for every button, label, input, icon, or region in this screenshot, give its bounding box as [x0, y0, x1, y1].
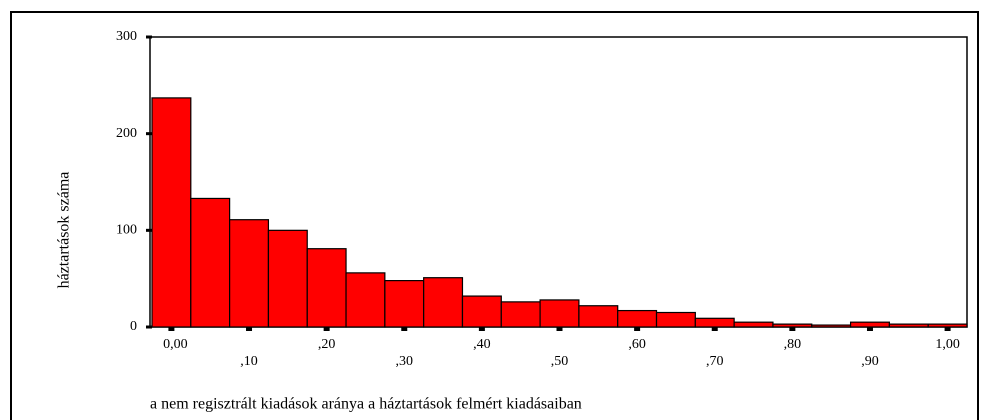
- x-axis-label: a nem regisztrált kiadások aránya a házt…: [150, 396, 582, 413]
- x-tick-label: ,80: [784, 337, 802, 352]
- x-tick-label: ,70: [706, 354, 724, 369]
- x-tick-label: ,50: [551, 354, 569, 369]
- bar: [539, 299, 580, 328]
- y-tick-label: 100: [116, 223, 137, 238]
- bar: [384, 280, 425, 328]
- x-tick-label: ,10: [240, 354, 258, 369]
- bar: [772, 323, 813, 328]
- bar: [306, 248, 347, 328]
- bar: [345, 272, 386, 328]
- bar: [811, 324, 852, 328]
- bar: [151, 97, 192, 328]
- x-tick-label: ,60: [628, 337, 646, 352]
- bar: [578, 305, 619, 328]
- x-tick-label: ,20: [318, 337, 336, 352]
- bar: [694, 317, 735, 328]
- x-tick-label: ,40: [473, 337, 491, 352]
- x-tick-label: 1,00: [935, 337, 960, 352]
- bar: [927, 323, 968, 328]
- bar: [655, 311, 696, 328]
- bar: [888, 323, 929, 328]
- frame: [10, 11, 979, 420]
- y-tick-label: 0: [130, 319, 137, 334]
- bar: [733, 321, 774, 328]
- x-tick-label: ,90: [861, 354, 879, 369]
- bar: [423, 277, 464, 328]
- x-tick-label: ,30: [396, 354, 414, 369]
- y-tick-label: 200: [116, 126, 137, 141]
- bar: [617, 309, 658, 328]
- y-axis-label: háztartások száma: [56, 172, 73, 289]
- x-tick-label: 0,00: [163, 337, 188, 352]
- bar: [190, 197, 231, 328]
- bar: [229, 219, 270, 328]
- bar: [267, 229, 308, 328]
- y-tick-label: 300: [116, 29, 137, 44]
- bar: [461, 295, 502, 328]
- bar: [500, 301, 541, 328]
- bar: [849, 321, 890, 328]
